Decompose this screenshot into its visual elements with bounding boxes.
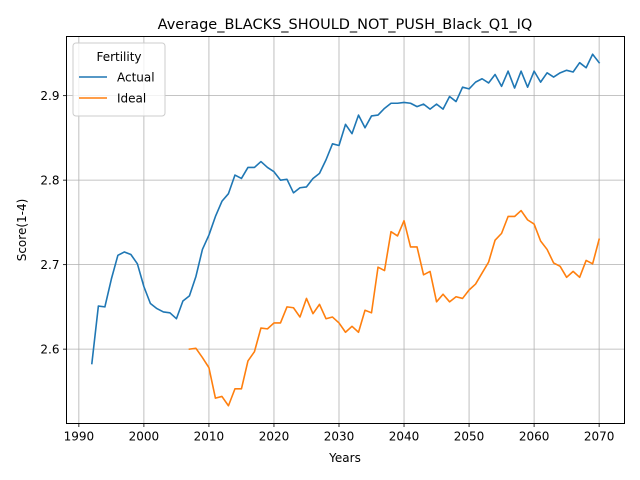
legend-title: Fertility (96, 50, 141, 64)
x-tick-label: 2020 (259, 430, 290, 444)
x-tick-label: 1990 (64, 430, 95, 444)
legend: Fertility Actual Ideal (72, 42, 166, 117)
y-tick-label: 2.8 (40, 174, 59, 188)
y-tick-label: 2.6 (40, 343, 59, 357)
y-tick-label: 2.9 (40, 89, 59, 103)
y-axis-ticks: 2.6 2.7 2.8 2.9 (40, 89, 67, 357)
x-axis-label: Years (328, 451, 361, 465)
x-tick-label: 2060 (519, 430, 550, 444)
series-line-actual (90, 53, 601, 365)
plot-frame (66, 36, 625, 424)
x-tick-label: 2010 (194, 430, 225, 444)
y-tick-label: 2.7 (40, 258, 59, 272)
x-tick-label: 2050 (454, 430, 485, 444)
x-axis-ticks: 1990 2000 2010 2020 2030 2040 2050 2060 2070 (64, 423, 615, 444)
y-axis-label: Score(1-4) (15, 199, 29, 262)
x-tick-label: 2040 (389, 430, 420, 444)
x-tick-label: 2070 (584, 430, 615, 444)
grid-lines (66, 36, 625, 424)
chart-title: Average_BLACKS_SHOULD_NOT_PUSH_Black_Q1_… (158, 17, 533, 33)
x-tick-label: 2000 (129, 430, 160, 444)
legend-label-ideal: Ideal (117, 92, 146, 106)
x-tick-label: 2030 (324, 430, 355, 444)
series-lines (90, 53, 601, 407)
series-line-ideal (188, 209, 601, 407)
legend-label-actual: Actual (117, 71, 155, 85)
